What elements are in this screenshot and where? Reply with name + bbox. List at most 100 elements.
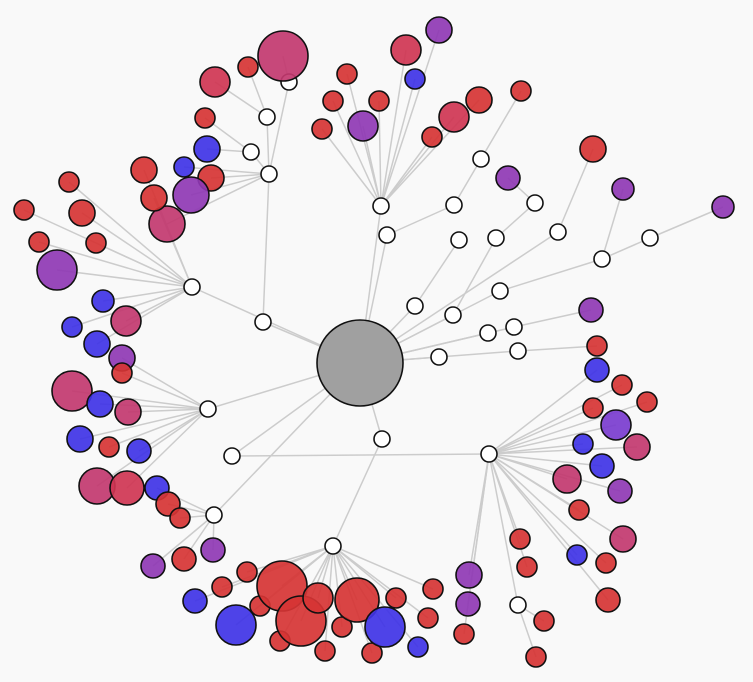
leaf-node-78[interactable] <box>211 576 233 598</box>
leaf-node-13[interactable] <box>13 199 35 221</box>
hub-node-10[interactable] <box>258 108 276 126</box>
leaf-node-41[interactable] <box>322 90 344 112</box>
leaf-node-5[interactable] <box>173 156 195 178</box>
hub-node-21[interactable] <box>549 223 567 241</box>
root-node[interactable] <box>316 319 404 407</box>
leaf-node-0[interactable] <box>257 30 309 82</box>
leaf-node-47[interactable] <box>465 86 493 114</box>
leaf-node-50[interactable] <box>579 135 607 163</box>
hub-node-27[interactable] <box>430 348 448 366</box>
hub-node-2[interactable] <box>199 400 217 418</box>
leaf-node-79[interactable] <box>182 588 208 614</box>
leaf-node-18[interactable] <box>110 305 142 337</box>
hub-node-7[interactable] <box>205 506 223 524</box>
leaf-node-76[interactable] <box>453 623 475 645</box>
leaf-node-48[interactable] <box>510 80 532 102</box>
leaf-node-10[interactable] <box>140 184 168 212</box>
leaf-node-72[interactable] <box>533 610 555 632</box>
leaf-node-45[interactable] <box>421 126 443 148</box>
leaf-node-42[interactable] <box>368 90 390 112</box>
leaf-node-2[interactable] <box>237 56 259 78</box>
leaf-node-53[interactable] <box>578 297 604 323</box>
leaf-node-11[interactable] <box>58 171 80 193</box>
leaf-node-64[interactable] <box>607 478 633 504</box>
leaf-node-46[interactable] <box>438 101 470 133</box>
leaf-node-20[interactable] <box>83 330 111 358</box>
leaf-node-27[interactable] <box>98 436 120 458</box>
hub-node-5[interactable] <box>480 445 498 463</box>
leaf-node-37[interactable] <box>390 34 422 66</box>
leaf-node-3[interactable] <box>194 107 216 129</box>
leaf-node-71[interactable] <box>595 587 621 613</box>
leaf-node-8[interactable] <box>148 205 186 243</box>
leaf-node-80[interactable] <box>215 604 257 646</box>
leaf-node-51[interactable] <box>611 177 635 201</box>
leaf-node-67[interactable] <box>566 544 588 566</box>
leaf-node-70[interactable] <box>516 556 538 578</box>
leaf-node-93[interactable] <box>417 607 439 629</box>
leaf-node-58[interactable] <box>636 391 658 413</box>
hub-node-6[interactable] <box>324 537 342 555</box>
leaf-node-88[interactable] <box>334 577 380 623</box>
leaf-node-54[interactable] <box>586 335 608 357</box>
hub-node-26[interactable] <box>505 318 523 336</box>
leaf-node-1[interactable] <box>199 66 231 98</box>
leaf-node-44[interactable] <box>347 110 379 142</box>
leaf-node-38[interactable] <box>425 16 453 44</box>
hub-node-29[interactable] <box>509 596 527 614</box>
leaf-node-73[interactable] <box>525 646 547 668</box>
leaf-node-62[interactable] <box>552 464 582 494</box>
leaf-node-12[interactable] <box>68 199 96 227</box>
hub-node-3[interactable] <box>223 447 241 465</box>
leaf-node-39[interactable] <box>404 68 426 90</box>
leaf-node-30[interactable] <box>109 470 145 506</box>
leaf-node-57[interactable] <box>582 397 604 419</box>
hub-node-22[interactable] <box>491 282 509 300</box>
leaf-node-23[interactable] <box>51 370 93 412</box>
leaf-node-52[interactable] <box>711 195 735 219</box>
leaf-node-22[interactable] <box>111 362 133 384</box>
leaf-node-86[interactable] <box>314 640 336 662</box>
leaf-node-60[interactable] <box>572 433 594 455</box>
leaf-node-4[interactable] <box>193 135 221 163</box>
leaf-node-75[interactable] <box>455 591 481 617</box>
hub-node-9[interactable] <box>242 143 260 161</box>
leaf-node-17[interactable] <box>91 289 115 313</box>
leaf-node-24[interactable] <box>86 390 114 418</box>
leaf-node-61[interactable] <box>623 433 651 461</box>
hub-node-0[interactable] <box>183 278 201 296</box>
hub-node-4[interactable] <box>373 430 391 448</box>
hub-node-23[interactable] <box>593 250 611 268</box>
leaf-node-94[interactable] <box>422 578 444 600</box>
leaf-node-34[interactable] <box>200 537 226 563</box>
leaf-node-14[interactable] <box>28 231 50 253</box>
leaf-node-77[interactable] <box>236 561 258 583</box>
leaf-node-43[interactable] <box>311 118 333 140</box>
hub-node-14[interactable] <box>445 196 463 214</box>
hub-node-16[interactable] <box>406 297 424 315</box>
hub-node-1[interactable] <box>254 313 272 331</box>
leaf-node-49[interactable] <box>495 165 521 191</box>
hub-node-8[interactable] <box>260 165 278 183</box>
leaf-node-59[interactable] <box>600 409 632 441</box>
hub-node-19[interactable] <box>487 229 505 247</box>
leaf-node-9[interactable] <box>130 156 158 184</box>
leaf-node-19[interactable] <box>61 316 83 338</box>
leaf-node-28[interactable] <box>126 438 152 464</box>
leaf-node-92[interactable] <box>407 636 429 658</box>
leaf-node-33[interactable] <box>169 507 191 529</box>
hub-node-20[interactable] <box>526 194 544 212</box>
leaf-node-69[interactable] <box>509 528 531 550</box>
leaf-node-65[interactable] <box>568 499 590 521</box>
hub-node-28[interactable] <box>509 342 527 360</box>
leaf-node-35[interactable] <box>171 546 197 572</box>
hub-node-12[interactable] <box>372 197 390 215</box>
leaf-node-56[interactable] <box>611 374 633 396</box>
leaf-node-55[interactable] <box>584 357 610 383</box>
leaf-node-26[interactable] <box>66 425 94 453</box>
leaf-node-91[interactable] <box>385 587 407 609</box>
hub-node-15[interactable] <box>472 150 490 168</box>
leaf-node-15[interactable] <box>85 232 107 254</box>
leaf-node-36[interactable] <box>140 553 166 579</box>
leaf-node-16[interactable] <box>36 249 78 291</box>
